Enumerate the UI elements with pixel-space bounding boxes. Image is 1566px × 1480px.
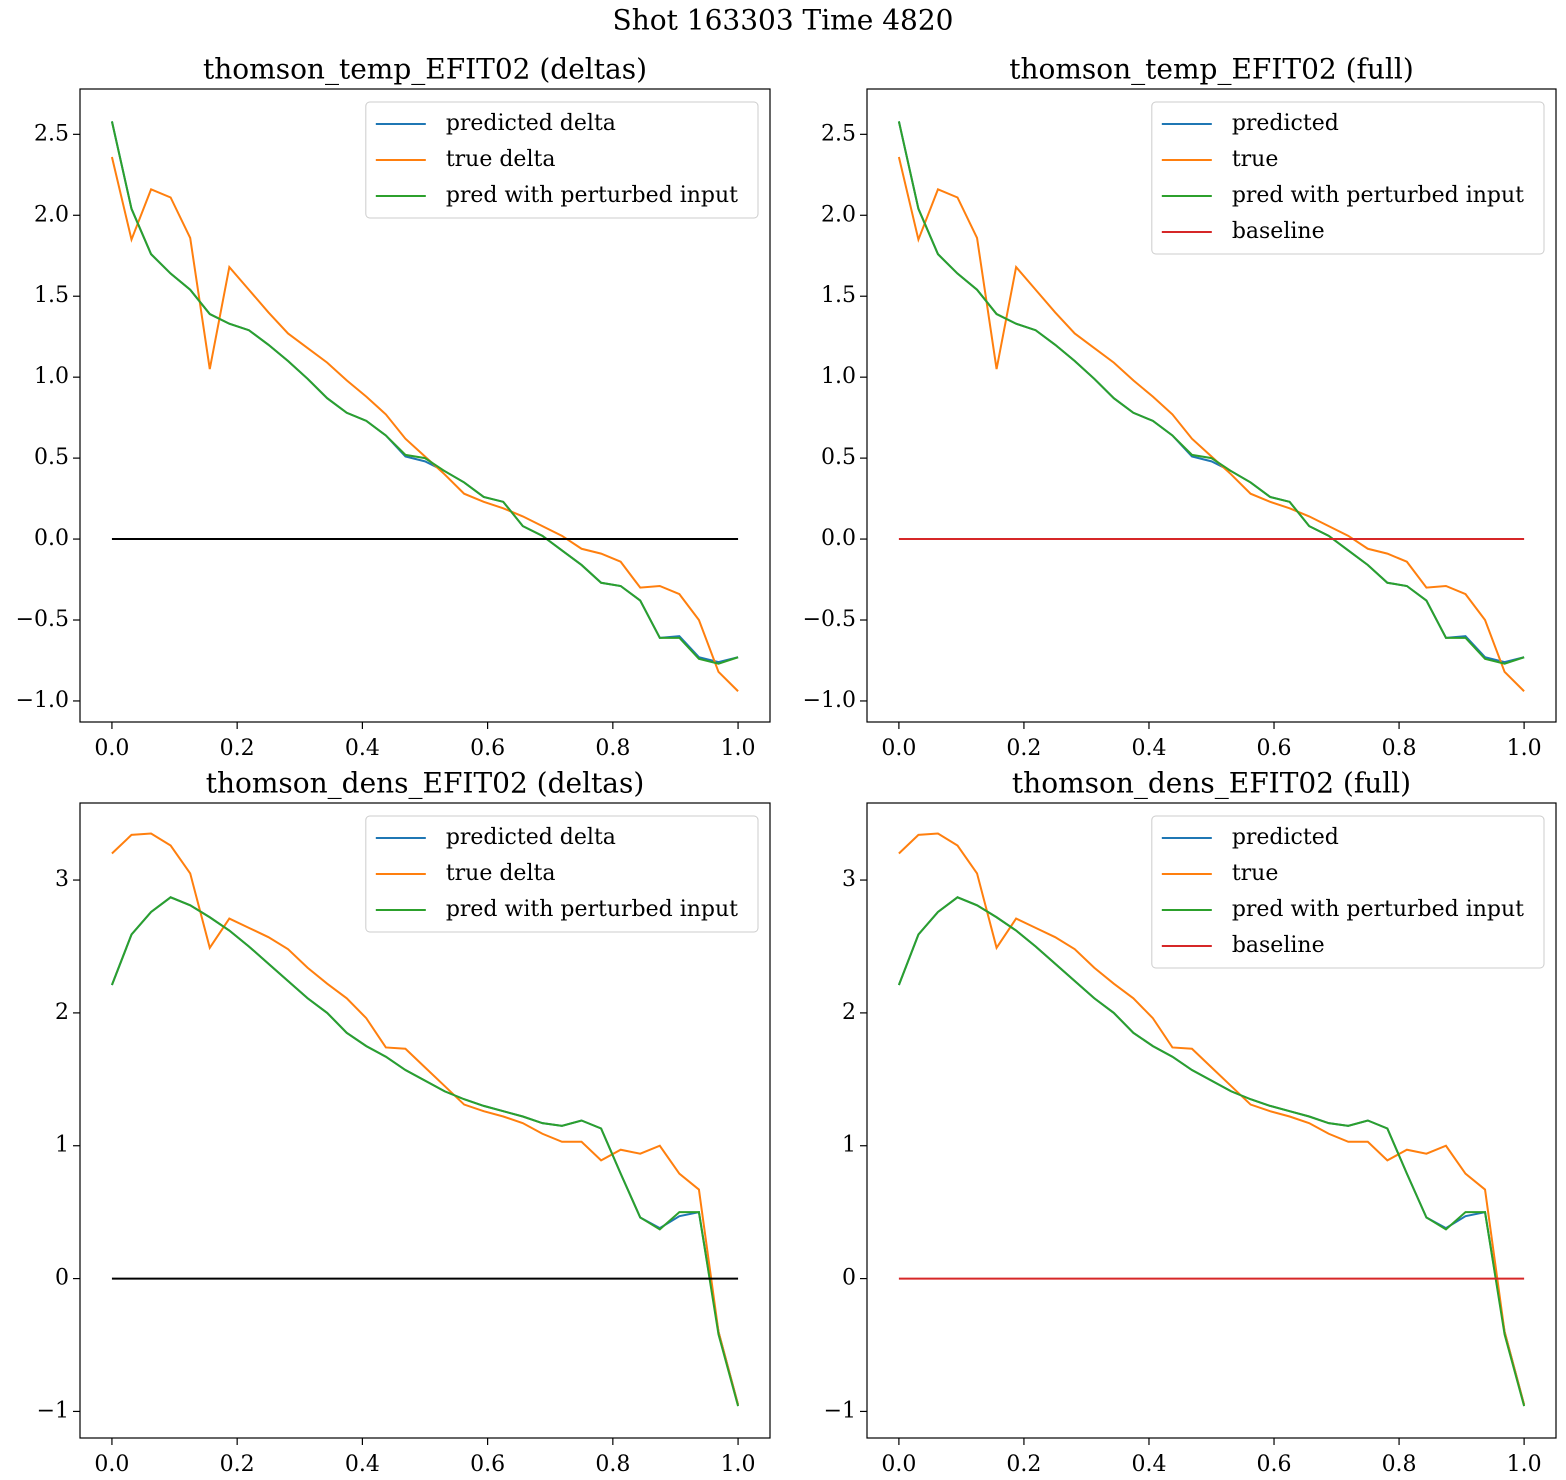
axes-title: thomson_temp_EFIT02 (deltas) <box>203 53 647 86</box>
x-tick-label: 0.0 <box>881 1452 916 1477</box>
legend-label: baseline <box>1232 219 1325 244</box>
x-tick-label: 0.0 <box>94 1452 129 1477</box>
y-tick-label: −0.5 <box>16 607 69 632</box>
x-tick-label: 0.6 <box>1257 1452 1292 1477</box>
x-tick-label: 0.4 <box>1131 736 1166 761</box>
legend-box <box>365 101 759 219</box>
legend-label: pred with perturbed input <box>1232 897 1524 922</box>
series-line <box>110 121 739 665</box>
y-tick-label: 0 <box>842 1266 856 1291</box>
legend-label: true delta <box>446 147 556 172</box>
x-tick-label: 0.4 <box>1131 1452 1166 1477</box>
legend-label: true delta <box>446 861 556 886</box>
y-tick-label: 1.5 <box>821 283 856 308</box>
x-tick-label: 1.0 <box>721 1452 756 1477</box>
series-line <box>897 156 1525 692</box>
x-tick-label: 0.2 <box>1006 1452 1041 1477</box>
legend: predicted true pred with perturbed input ba… <box>1151 815 1545 969</box>
y-tick-label: −1.0 <box>16 688 69 713</box>
y-tick-label: 3 <box>842 867 856 892</box>
y-tick-label: 3 <box>55 867 69 892</box>
series-line <box>897 121 1525 665</box>
x-tick-label: 0.2 <box>1006 736 1041 761</box>
y-tick-label: 0 <box>55 1266 69 1291</box>
legend-label: predicted <box>1232 825 1339 850</box>
legend: predicted delta true delta pred with pertu… <box>365 101 759 219</box>
x-tick-label: 0.4 <box>345 1452 380 1477</box>
series-line <box>897 896 1526 1407</box>
x-tick-label: 0.2 <box>220 1452 255 1477</box>
legend-label: baseline <box>1232 933 1325 958</box>
y-tick-label: 0.5 <box>821 445 856 470</box>
x-tick-label: 0.6 <box>470 1452 505 1477</box>
axes-title: thomson_dens_EFIT02 (deltas) <box>206 767 645 800</box>
series-line <box>110 896 740 1407</box>
x-tick-label: 1.0 <box>1507 1452 1542 1477</box>
y-tick-label: 0.0 <box>34 526 69 551</box>
axes-title: thomson_temp_EFIT02 (full) <box>1009 53 1414 86</box>
x-tick-label: 0.8 <box>1382 1452 1417 1477</box>
x-tick-label: 0.4 <box>345 736 380 761</box>
y-tick-label: −0.5 <box>803 607 856 632</box>
legend-box <box>1151 815 1545 969</box>
axes-frame <box>79 802 771 1439</box>
x-tick-label: 0.0 <box>881 736 916 761</box>
x-tick-label: 0.0 <box>94 736 129 761</box>
y-tick-label: 1 <box>55 1133 69 1158</box>
y-tick-label: 2.5 <box>34 121 69 146</box>
x-tick-label: 0.6 <box>470 736 505 761</box>
x-tick-label: 1.0 <box>1507 736 1542 761</box>
axes-frame <box>79 88 771 723</box>
x-tick-label: 0.2 <box>220 736 255 761</box>
legend-box <box>1151 101 1545 255</box>
y-tick-label: 2.5 <box>821 121 856 146</box>
x-tick-label: 1.0 <box>721 736 756 761</box>
y-tick-label: 2 <box>55 1000 69 1025</box>
y-tick-label: 0.5 <box>34 445 69 470</box>
legend-box <box>365 815 759 933</box>
y-tick-label: 2.0 <box>34 202 69 227</box>
legend-label: predicted <box>1232 111 1339 136</box>
legend: predicted true pred with perturbed input ba… <box>1151 101 1545 255</box>
y-tick-label: −1 <box>37 1398 69 1423</box>
figure-title: Shot 163303 Time 4820 <box>613 4 954 37</box>
x-tick-label: 0.8 <box>1382 736 1417 761</box>
legend-label: true <box>1232 147 1279 172</box>
legend-label: true <box>1232 861 1279 886</box>
legend-label: predicted delta <box>446 111 616 136</box>
axes-title: thomson_dens_EFIT02 (full) <box>1012 767 1411 800</box>
y-tick-label: −1 <box>824 1398 856 1423</box>
y-tick-label: 0.0 <box>821 526 856 551</box>
series-line <box>111 832 740 1406</box>
legend-label: pred with perturbed input <box>1232 183 1524 208</box>
x-tick-label: 0.8 <box>595 736 630 761</box>
legend-label: predicted delta <box>446 825 616 850</box>
y-tick-label: 1 <box>842 1133 856 1158</box>
y-tick-label: 2.0 <box>821 202 856 227</box>
legend-label: pred with perturbed input <box>446 897 738 922</box>
axes-frame <box>866 88 1557 723</box>
x-tick-label: 0.8 <box>595 1452 630 1477</box>
y-tick-label: 1.0 <box>34 364 69 389</box>
legend-label: pred with perturbed input <box>446 183 738 208</box>
axes-frame <box>866 802 1557 1439</box>
y-tick-label: 1.0 <box>821 364 856 389</box>
y-tick-label: 2 <box>842 1000 856 1025</box>
x-tick-label: 0.6 <box>1257 736 1292 761</box>
legend: predicted delta true delta pred with pertu… <box>365 815 759 933</box>
y-tick-label: −1.0 <box>803 688 856 713</box>
series-line <box>110 156 739 692</box>
series-line <box>898 832 1526 1406</box>
y-tick-label: 1.5 <box>34 283 69 308</box>
